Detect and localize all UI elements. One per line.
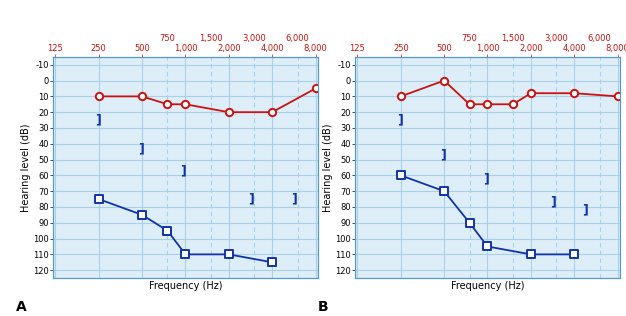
X-axis label: Frequency (Hz): Frequency (Hz) [149, 281, 222, 291]
Point [94, 197, 104, 202]
Point [483, 102, 493, 107]
Point [224, 252, 234, 257]
Point [396, 94, 406, 99]
Text: 6,000: 6,000 [588, 34, 612, 43]
Point [180, 252, 190, 257]
Text: 1,500: 1,500 [501, 34, 525, 43]
Text: 750: 750 [461, 34, 478, 43]
Point [224, 110, 234, 115]
Point [569, 252, 579, 257]
Text: ]: ] [180, 164, 187, 177]
Text: 3,000: 3,000 [545, 34, 568, 43]
Point [439, 78, 449, 83]
Point [569, 91, 579, 96]
Point [137, 212, 147, 217]
Point [526, 91, 536, 96]
Text: ]: ] [397, 113, 403, 127]
Point [464, 220, 475, 225]
Y-axis label: Hearing level (dB): Hearing level (dB) [21, 123, 31, 212]
Point [163, 228, 173, 233]
Text: ]: ] [95, 113, 101, 127]
X-axis label: Frequency (Hz): Frequency (Hz) [451, 281, 524, 291]
Point [163, 102, 173, 107]
Point [439, 189, 449, 194]
Text: ]: ] [582, 204, 588, 217]
Text: B: B [318, 300, 329, 314]
Point [508, 102, 518, 107]
Text: 6,000: 6,000 [285, 34, 309, 43]
Point [267, 260, 277, 265]
Point [180, 102, 190, 107]
Point [613, 94, 623, 99]
Text: 3,000: 3,000 [242, 34, 266, 43]
Point [464, 102, 475, 107]
Point [137, 94, 147, 99]
Text: 750: 750 [160, 34, 175, 43]
Text: ]: ] [249, 192, 254, 206]
Point [483, 244, 493, 249]
Text: ]: ] [440, 148, 446, 161]
Point [396, 173, 406, 178]
Text: 1,500: 1,500 [199, 34, 223, 43]
Text: ]: ] [550, 196, 556, 209]
Point [526, 252, 536, 257]
Text: ]: ] [138, 142, 144, 155]
Text: ]: ] [483, 172, 488, 185]
Point [94, 94, 104, 99]
Point [310, 86, 321, 91]
Text: A: A [16, 300, 27, 314]
Point [267, 110, 277, 115]
Text: ]: ] [291, 192, 297, 206]
Y-axis label: Hearing level (dB): Hearing level (dB) [322, 123, 332, 212]
